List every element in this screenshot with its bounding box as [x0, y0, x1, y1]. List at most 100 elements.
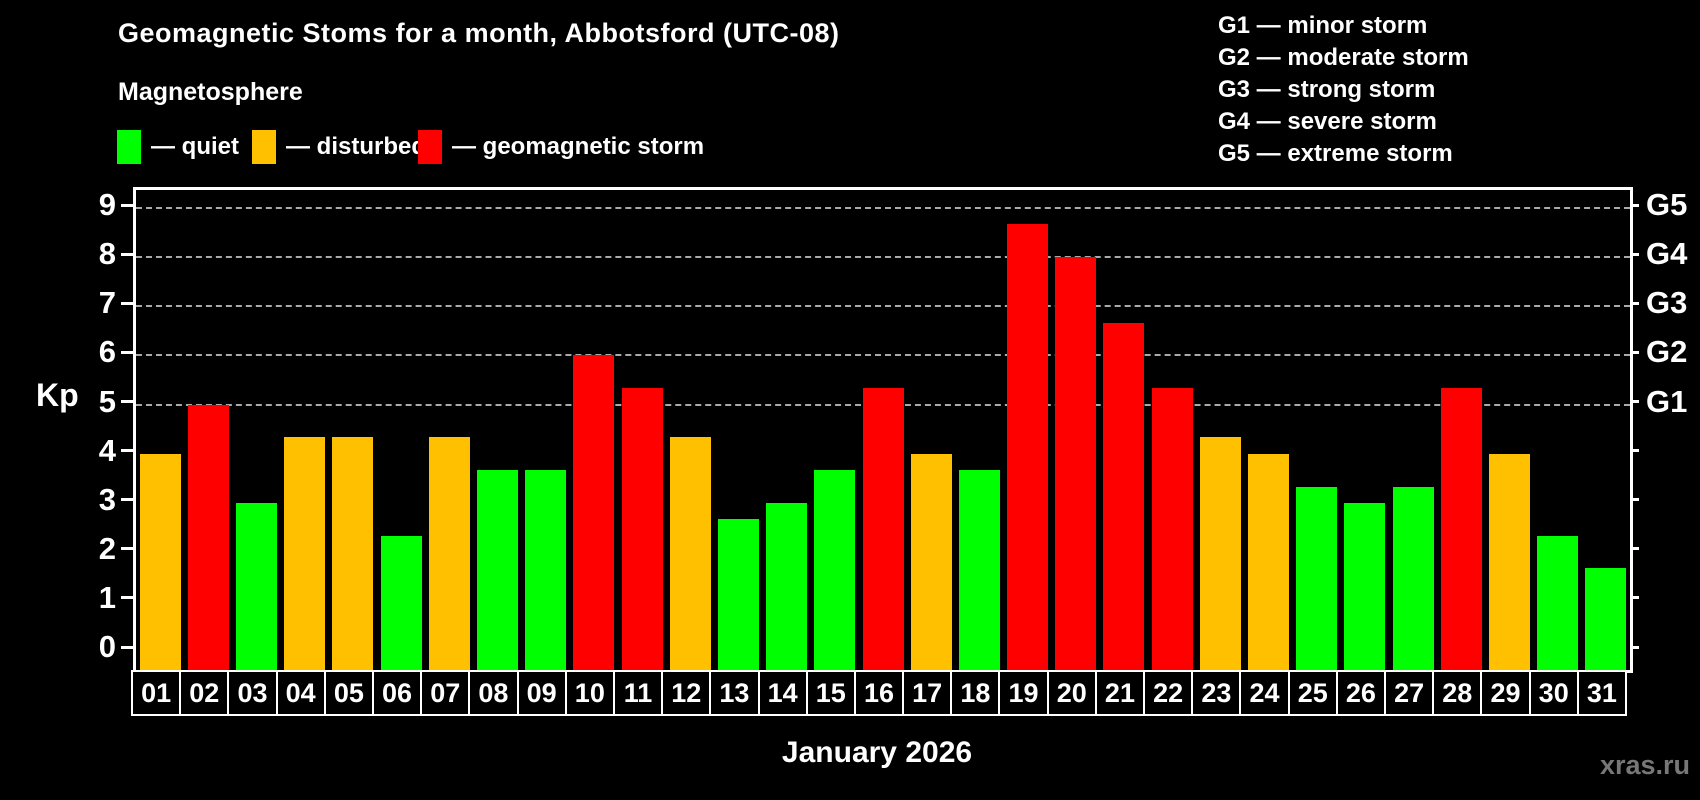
day-label-box-20: 20 — [1046, 670, 1097, 716]
legend-label-disturbed: — disturbed — [286, 133, 427, 160]
kp-bar-day-17 — [910, 453, 952, 670]
kp-bar-day-27 — [1392, 486, 1434, 670]
g-scale-legend: G1 — minor storm G2 — moderate storm G3 — … — [1218, 10, 1469, 170]
y-axis-tick-right-0 — [1627, 645, 1639, 649]
day-label-box-22: 22 — [1143, 670, 1194, 716]
y-axis-tick-right-4 — [1627, 449, 1639, 453]
g-legend-line-5: G5 — extreme storm — [1218, 140, 1453, 167]
y-axis-tick-left-6 — [121, 350, 133, 354]
g-legend-line-1: G1 — minor storm — [1218, 12, 1428, 39]
y-axis-label-8: 8 — [98, 236, 116, 272]
day-label-box-08: 08 — [468, 670, 519, 716]
y-axis-tick-right-8 — [1627, 252, 1639, 256]
kp-bar-day-25 — [1296, 486, 1338, 670]
g-level-label-g1: G1 — [1646, 383, 1688, 419]
gridline-kp7 — [136, 305, 1630, 308]
legend-item-quiet: — quiet — [117, 129, 239, 165]
y-axis-tick-left-3 — [121, 498, 133, 502]
kp-bar-day-18 — [958, 469, 1000, 670]
plot-area — [133, 187, 1633, 673]
kp-bar-day-24 — [1248, 453, 1290, 670]
kp-bar-day-16 — [862, 388, 904, 670]
y-axis-tick-left-2 — [121, 547, 133, 551]
kp-bar-day-26 — [1344, 502, 1386, 670]
y-axis-tick-right-5 — [1627, 400, 1639, 403]
kp-bar-day-22 — [1151, 388, 1193, 670]
legend-item-storm: — geomagnetic storm — [418, 129, 704, 165]
day-label-box-29: 29 — [1480, 670, 1531, 716]
kp-bar-day-28 — [1440, 388, 1482, 670]
y-axis-tick-left-8 — [121, 252, 133, 256]
legend-swatch-storm-icon — [418, 130, 442, 164]
day-label-box-17: 17 — [902, 670, 953, 716]
day-label-box-03: 03 — [227, 670, 278, 716]
kp-bar-day-06 — [380, 535, 422, 670]
g-level-label-g5: G5 — [1646, 187, 1688, 223]
y-axis-tick-left-4 — [121, 449, 133, 453]
legend-label-quiet: — quiet — [151, 133, 239, 160]
day-label-box-31: 31 — [1576, 670, 1627, 716]
g-level-label-g4: G4 — [1646, 236, 1688, 272]
day-label-box-30: 30 — [1528, 670, 1579, 716]
y-axis-label-3: 3 — [98, 481, 116, 517]
day-label-box-15: 15 — [805, 670, 856, 716]
y-axis-tick-left-5 — [121, 400, 133, 403]
day-label-box-21: 21 — [1094, 670, 1146, 716]
kp-bar-day-13 — [717, 518, 759, 670]
y-axis-tick-right-6 — [1627, 350, 1639, 354]
day-label-box-13: 13 — [709, 670, 760, 716]
y-axis-label-5: 5 — [98, 383, 116, 419]
day-label-box-25: 25 — [1287, 670, 1338, 716]
y-axis-tick-right-7 — [1627, 301, 1639, 305]
x-axis-title: January 2026 — [781, 736, 973, 769]
y-axis-label-2: 2 — [98, 530, 116, 566]
kp-bar-day-05 — [332, 437, 374, 670]
chart-title: Geomagnetic Stoms for a month, Abbotsfor… — [118, 18, 840, 48]
legend-swatch-quiet-icon — [117, 130, 141, 164]
gridline-kp8 — [136, 256, 1630, 259]
day-label-box-10: 10 — [564, 670, 615, 716]
kp-bar-day-02 — [187, 404, 229, 670]
kp-bar-day-03 — [235, 502, 277, 670]
day-label-box-11: 11 — [612, 670, 664, 716]
chart-subtitle: Magnetosphere — [118, 78, 303, 106]
y-axis-tick-right-3 — [1627, 498, 1639, 502]
legend-item-disturbed: — disturbed — [252, 129, 426, 165]
kp-bar-day-10 — [573, 355, 615, 670]
g-level-label-g3: G3 — [1646, 285, 1688, 321]
day-label-box-02: 02 — [179, 670, 230, 716]
day-label-box-28: 28 — [1432, 670, 1483, 716]
y-axis-tick-right-9 — [1627, 203, 1639, 207]
x-axis-day-labels: 01 02 03 04 05 06 07 08 09 10 11 12 13 14 15 16 17 18 19 20… — [131, 670, 1629, 716]
day-label-box-24: 24 — [1239, 670, 1290, 716]
day-label-box-16: 16 — [853, 670, 905, 716]
kp-bar-day-11 — [621, 388, 663, 670]
kp-bar-day-08 — [476, 469, 518, 670]
y-axis-label-6: 6 — [98, 334, 116, 370]
kp-bar-day-07 — [428, 437, 470, 670]
y-axis-label-1: 1 — [98, 579, 116, 615]
day-label-box-27: 27 — [1384, 670, 1435, 716]
kp-bar-day-29 — [1489, 453, 1531, 670]
legend-swatch-disturbed-icon — [252, 130, 276, 164]
g-level-label-g2: G2 — [1646, 334, 1688, 370]
g-legend-line-3: G3 — strong storm — [1218, 76, 1436, 103]
kp-bar-day-23 — [1199, 437, 1241, 670]
kp-bar-day-15 — [814, 469, 856, 670]
kp-bar-day-04 — [284, 437, 326, 670]
kp-bar-day-19 — [1007, 224, 1049, 670]
y-axis-label-4: 4 — [98, 432, 116, 468]
day-label-box-07: 07 — [420, 670, 471, 716]
day-label-box-23: 23 — [1191, 670, 1242, 716]
gridline-kp6 — [136, 354, 1630, 357]
y-axis-tick-left-7 — [121, 301, 133, 305]
day-label-box-04: 04 — [275, 670, 326, 716]
day-label-box-18: 18 — [950, 670, 1001, 716]
kp-bar-day-14 — [766, 502, 808, 670]
kp-bar-day-20 — [1055, 257, 1097, 670]
day-label-box-09: 09 — [516, 670, 567, 716]
y-axis-tick-left-9 — [121, 203, 133, 207]
watermark: xras.ru — [1599, 750, 1690, 780]
y-axis-tick-left-0 — [121, 645, 133, 649]
